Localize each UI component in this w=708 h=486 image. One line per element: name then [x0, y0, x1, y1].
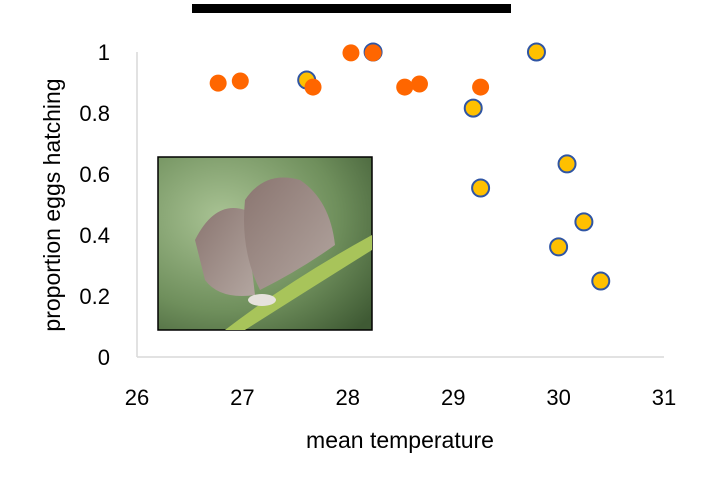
yellow-data-point — [574, 212, 594, 232]
y-tick-label: 0 — [98, 345, 110, 370]
x-tick-label: 29 — [441, 385, 465, 410]
orange-data-point — [364, 44, 382, 62]
yellow-data-point — [549, 237, 569, 257]
x-tick-label: 30 — [546, 385, 570, 410]
orange-data-point — [472, 78, 490, 96]
yellow-data-point — [471, 178, 491, 198]
y-tick-label: 0.2 — [79, 284, 110, 309]
y-tick-label: 0.8 — [79, 101, 110, 126]
y-tick-label: 0.6 — [79, 162, 110, 187]
orange-data-point — [304, 78, 322, 96]
x-tick-label: 27 — [230, 385, 254, 410]
yellow-data-point — [591, 271, 611, 291]
y-axis-label: proportion eggs hatching — [39, 78, 65, 331]
orange-data-point — [231, 72, 249, 90]
y-tick-label: 1 — [98, 40, 110, 65]
x-axis-label: mean temperature — [306, 427, 494, 453]
y-tick-label: 0.4 — [79, 223, 110, 248]
orange-data-point — [410, 75, 428, 93]
inset-butterfly-photo — [157, 156, 373, 331]
yellow-data-point — [526, 42, 546, 62]
x-tick-label: 26 — [125, 385, 149, 410]
title-bar-redacted — [192, 4, 511, 13]
orange-data-point — [396, 78, 414, 96]
orange-data-point — [342, 44, 360, 62]
orange-data-point — [209, 74, 227, 92]
yellow-data-point — [557, 154, 577, 174]
x-tick-label: 28 — [336, 385, 360, 410]
yellow-data-point — [463, 98, 483, 118]
x-tick-label: 31 — [652, 385, 676, 410]
